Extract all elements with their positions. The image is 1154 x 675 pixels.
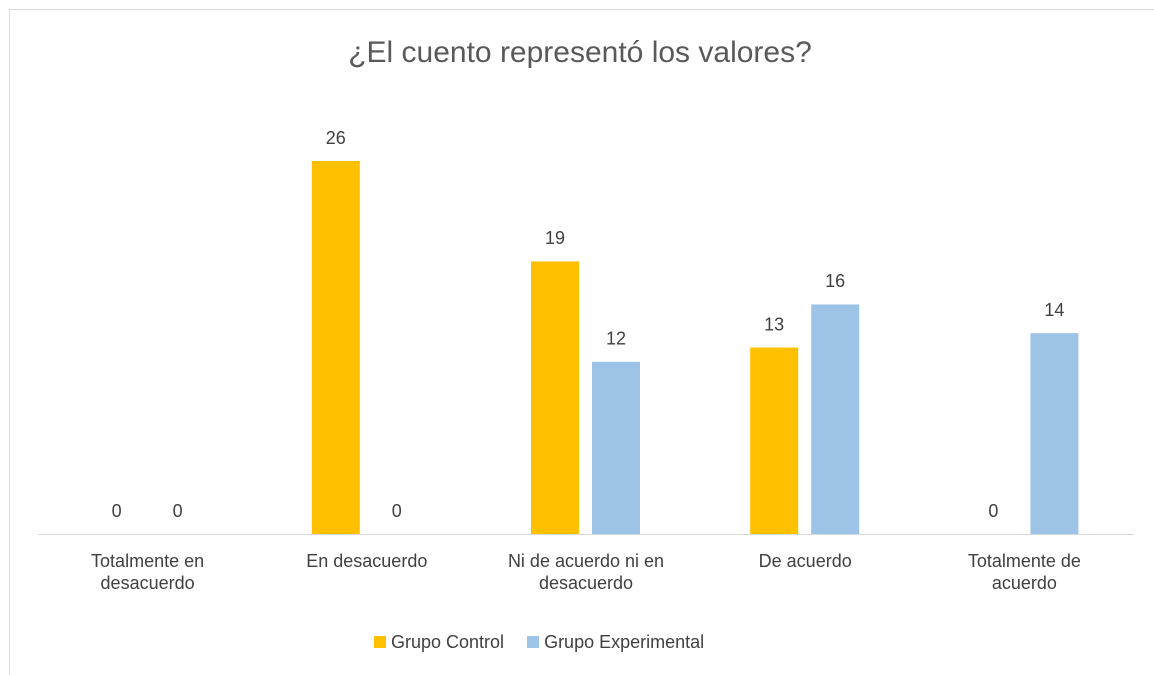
legend-swatch: [374, 636, 386, 648]
x-tick-label: Totalmente en desacuerdo: [91, 551, 205, 593]
bar: [592, 361, 640, 534]
x-tick-label: Ni de acuerdo ni en desacuerdo: [507, 551, 665, 593]
data-label: 12: [606, 329, 626, 349]
data-label: 0: [392, 501, 402, 521]
chart-title: ¿El cuento representó los valores?: [348, 36, 812, 69]
bar: [750, 347, 799, 534]
data-label: 16: [825, 271, 845, 291]
bar: [1030, 333, 1079, 534]
data-label: 0: [988, 501, 998, 521]
data-label: 19: [545, 228, 565, 248]
data-label: 14: [1044, 300, 1064, 320]
x-tick-label: De acuerdo: [758, 551, 852, 571]
chart-border: [9, 9, 1154, 675]
bar: [311, 161, 360, 534]
bar: [531, 261, 579, 534]
legend-label: Grupo Experimental: [544, 632, 704, 652]
data-label: 0: [173, 501, 183, 521]
x-tick-label: En desacuerdo: [306, 551, 428, 571]
legend-swatch: [527, 636, 540, 648]
legend-label: Grupo Control: [391, 632, 504, 652]
bar: [811, 304, 860, 534]
data-label: 13: [764, 314, 784, 334]
data-label: 26: [326, 128, 346, 148]
data-label: 0: [112, 501, 122, 521]
x-tick-label: Totalmente de acuerdo: [967, 551, 1081, 593]
